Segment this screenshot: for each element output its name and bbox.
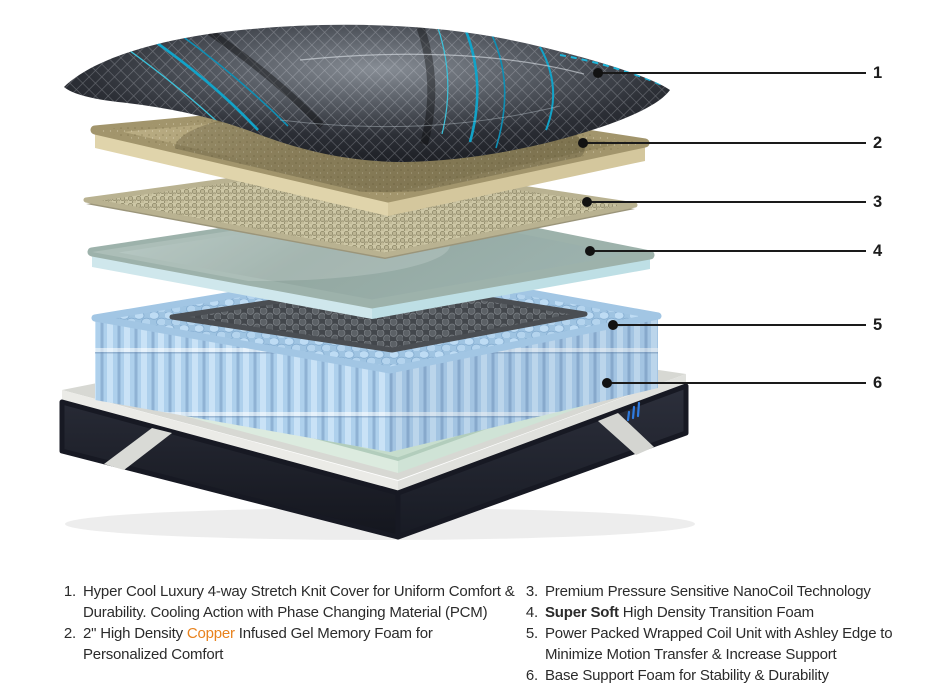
mattress-exploded-diagram: [59, 24, 695, 540]
callout-line: [583, 142, 866, 144]
legend-item-text: Premium Pressure Sensitive NanoCoil Tech…: [545, 583, 871, 600]
callout-number: 6: [873, 374, 883, 392]
callout-dot: [582, 197, 592, 207]
callout-number: 1: [873, 64, 883, 82]
legend-item-text: Base Support Foam for Stability & Durabi…: [545, 667, 829, 684]
callout-number: 5: [873, 316, 883, 334]
legend-item: 5. Power Packed Wrapped Coil Unit with As…: [518, 623, 898, 665]
legend-item-number: 3.: [525, 583, 538, 600]
legend-item: 2. 2" High Density Copper Infused Gel Mem…: [56, 623, 518, 665]
cover-plaid-stripes: [125, 24, 665, 149]
legend-item-number: 2.: [63, 625, 76, 642]
ashley-brand-logo: [626, 401, 641, 422]
legend-item: 6. Base Support Foam for Stability & Dura…: [518, 665, 898, 686]
callout-line: [590, 250, 866, 252]
legend-column-1: 1. Hyper Cool Luxury 4-way Stretch Knit C…: [56, 581, 518, 686]
callout-dot: [602, 378, 612, 388]
callout-number: 4: [873, 242, 883, 260]
legend: 1. Hyper Cool Luxury 4-way Stretch Knit C…: [56, 581, 906, 686]
legend-item-text: Power Packed Wrapped Coil Unit with Ashl…: [545, 625, 893, 663]
callout-line: [613, 324, 866, 326]
legend-item-text: 2" High Density Copper Infused Gel Memor…: [83, 625, 433, 663]
legend-item: 4. Super Soft High Density Transition Foa…: [518, 602, 898, 623]
legend-item-text: Hyper Cool Luxury 4-way Stretch Knit Cov…: [83, 583, 515, 621]
base-trim-slash-right: [598, 413, 654, 455]
layer-knit-cover: [64, 24, 670, 162]
callout-line: [607, 382, 866, 384]
legend-item-number: 1.: [63, 583, 76, 600]
callout-layer: 1 2 3 4 5 6: [578, 64, 883, 392]
base-trim-slash-left: [104, 428, 172, 470]
legend-item-number: 6.: [525, 667, 538, 684]
callout-dot: [608, 320, 618, 330]
callout-dot: [578, 138, 588, 148]
callout-line: [587, 201, 866, 203]
legend-item-text: Super Soft High Density Transition Foam: [545, 604, 814, 621]
legend-item-number: 5.: [525, 625, 538, 642]
callout-number: 3: [873, 193, 883, 211]
legend-item: 3. Premium Pressure Sensitive NanoCoil Te…: [518, 581, 898, 602]
callout-dot: [593, 68, 603, 78]
callout-line: [598, 72, 866, 74]
callout-number: 2: [873, 134, 883, 152]
legend-item-number: 4.: [525, 604, 538, 621]
legend-item: 1. Hyper Cool Luxury 4-way Stretch Knit C…: [56, 581, 518, 623]
legend-column-2: 3. Premium Pressure Sensitive NanoCoil Te…: [518, 581, 898, 686]
callout-dot: [585, 246, 595, 256]
